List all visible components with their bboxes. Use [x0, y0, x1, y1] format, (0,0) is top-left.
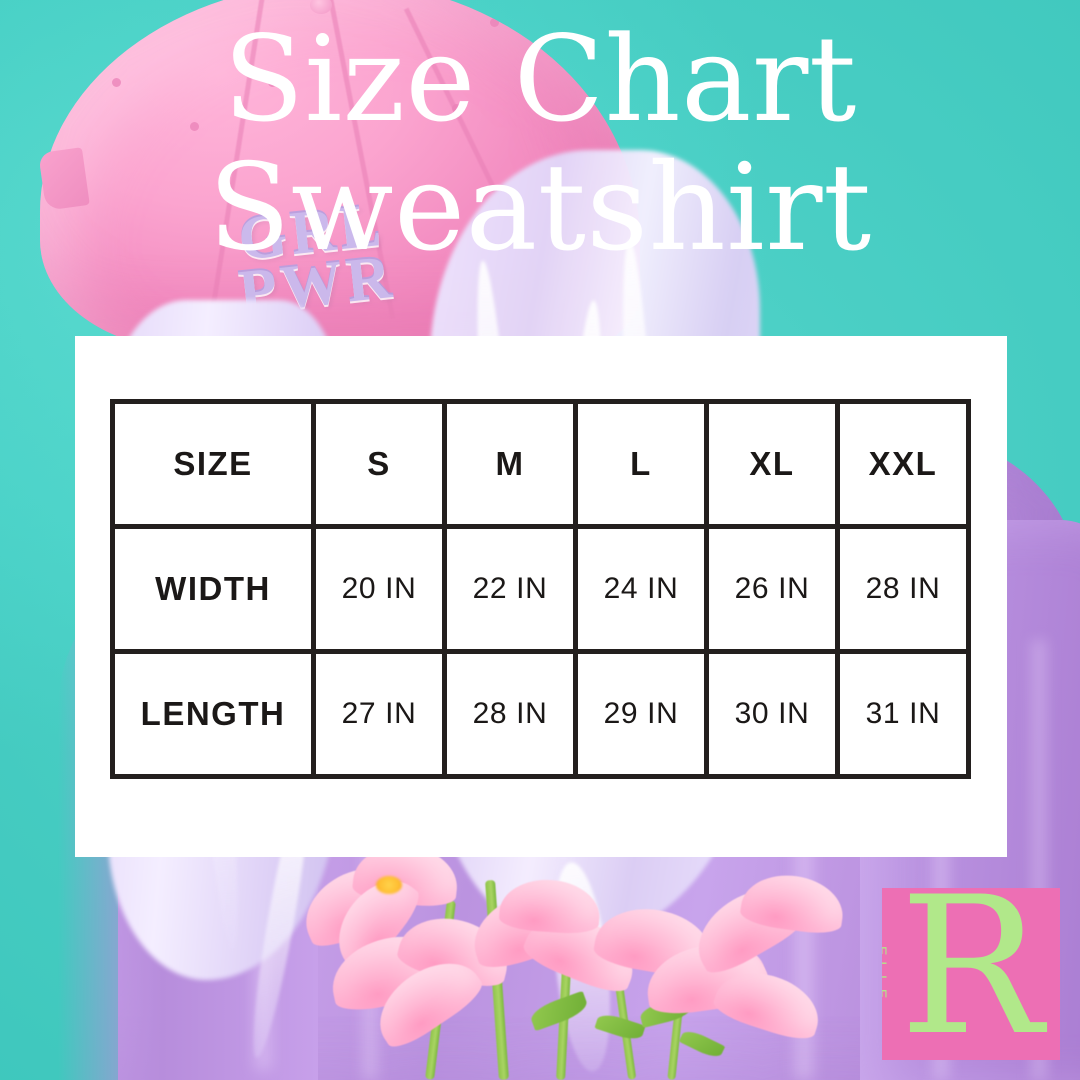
table-header-xxl: XXL: [835, 399, 971, 529]
row-label-length: LENGTH: [110, 649, 316, 779]
logo-wordmark-elle: ELLE: [882, 946, 890, 1005]
cap-eyelet: [112, 78, 121, 87]
cell-length-l: 29 IN: [573, 649, 709, 779]
brand-logo: R ELLE: [882, 888, 1060, 1060]
size-chart-table: SIZE S M L XL XXL WIDTH 20 IN 22 IN 24 I…: [110, 399, 971, 779]
table-header-size: SIZE: [110, 399, 316, 529]
cell-width-m: 22 IN: [442, 524, 578, 654]
table-header-row: SIZE S M L XL XXL: [110, 399, 971, 529]
cell-width-s: 20 IN: [311, 524, 447, 654]
cap-top-button: [310, 0, 332, 14]
table-header-l: L: [573, 399, 709, 529]
table-row: WIDTH 20 IN 22 IN 24 IN 26 IN 28 IN: [110, 524, 971, 654]
cap-eyelet: [268, 78, 277, 87]
cell-length-xxl: 31 IN: [835, 649, 971, 779]
table-header-m: M: [442, 399, 578, 529]
cell-length-xl: 30 IN: [704, 649, 840, 779]
row-label-width: WIDTH: [110, 524, 316, 654]
cell-width-xl: 26 IN: [704, 524, 840, 654]
table-row: LENGTH 27 IN 28 IN 29 IN 30 IN 31 IN: [110, 649, 971, 779]
cell-width-xxl: 28 IN: [835, 524, 971, 654]
cell-length-s: 27 IN: [311, 649, 447, 779]
cell-width-l: 24 IN: [573, 524, 709, 654]
cap-eyelet: [490, 18, 499, 27]
table-header-s: S: [311, 399, 447, 529]
size-chart-card: SIZE S M L XL XXL WIDTH 20 IN 22 IN 24 I…: [75, 336, 1007, 857]
logo-monogram-r: R: [899, 888, 1043, 1060]
table-header-xl: XL: [704, 399, 840, 529]
cap-eyelet: [452, 104, 461, 113]
cap-side-tab: [38, 147, 90, 211]
cap-eyelet: [190, 122, 199, 131]
cell-length-m: 28 IN: [442, 649, 578, 779]
